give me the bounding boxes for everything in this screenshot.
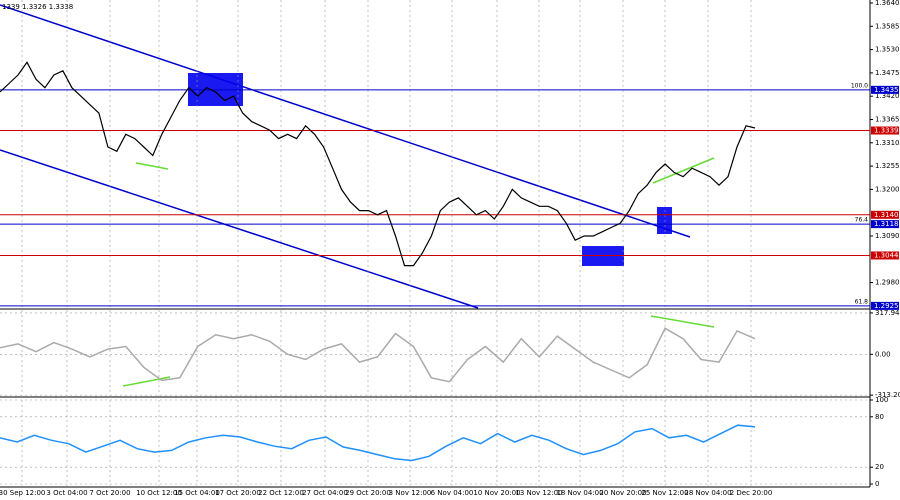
x-tick-label: 18 Nov 04:00 — [556, 489, 603, 497]
x-tick-label: 3 Oct 04:00 — [46, 489, 87, 497]
data-line — [0, 61, 756, 267]
data-line — [0, 424, 756, 462]
x-tick-label: 6 Nov 04:00 — [431, 489, 474, 497]
level-label: 1.3118 — [874, 220, 899, 228]
x-tick-label: 17 Oct 20:00 — [215, 489, 261, 497]
x-tick-label: 10 Nov 20:00 — [473, 489, 520, 497]
x-tick-label: 15 Oct 04:00 — [174, 489, 220, 497]
data-line — [0, 327, 756, 383]
y-tick-label: 1.3420 — [875, 92, 900, 100]
x-tick-label: 7 Oct 20:00 — [89, 489, 130, 497]
zone-box — [657, 207, 672, 234]
level-label: 1.3140 — [874, 211, 899, 219]
y-tick-label: 1.3585 — [875, 22, 900, 30]
x-tick-label: 22 Oct 12:00 — [258, 489, 304, 497]
y-tick-label: 317.9471 — [875, 309, 900, 317]
x-tick-label: 2 Dec 20:00 — [730, 489, 773, 497]
level-label: 1.3435 — [874, 86, 899, 94]
y-tick-label: 1.3255 — [875, 162, 900, 170]
y-tick-label: 1.3640 — [875, 0, 900, 7]
divergence-line — [650, 315, 715, 328]
level-label: 1.3044 — [874, 251, 899, 259]
level-label-bg — [871, 85, 899, 94]
level-label-bg — [871, 220, 899, 229]
y-tick-label: -313.204 — [875, 391, 900, 399]
channel-line — [0, 149, 479, 309]
y-tick-label: 1.3310 — [875, 139, 900, 147]
x-tick-label: 13 Nov 12:00 — [515, 489, 562, 497]
level-label: 1.2925 — [874, 302, 899, 310]
x-tick-label: 27 Oct 04:00 — [302, 489, 348, 497]
x-tick-label: 29 Oct 20:00 — [345, 489, 391, 497]
y-tick-label: 100 — [875, 396, 888, 404]
y-tick-label: 20 — [875, 463, 884, 471]
x-tick-label: 25 Nov 12:00 — [641, 489, 688, 497]
divergence-line — [652, 157, 715, 184]
level-label-bg — [871, 210, 899, 219]
x-tick-label: 30 Sep 12:00 — [0, 489, 45, 497]
divergence-line — [122, 376, 171, 387]
x-tick-label: 20 Nov 20:00 — [599, 489, 646, 497]
fib-label: 100.0 — [851, 82, 868, 89]
level-label-bg — [871, 126, 899, 135]
level-label: 1.3339 — [874, 127, 899, 135]
x-tick-label: 28 Nov 04:00 — [684, 489, 731, 497]
fib-label: 76.4 — [855, 217, 869, 224]
fib-label: 61.8 — [855, 298, 869, 305]
y-tick-label: 1.2980 — [875, 279, 900, 287]
level-label-bg — [871, 301, 899, 310]
x-tick-label: 10 Oct 12:00 — [136, 489, 182, 497]
y-tick-label: 0.00 — [875, 350, 891, 358]
y-tick-label: 80 — [875, 413, 884, 421]
x-tick-label: 3 Nov 12:00 — [389, 489, 432, 497]
y-tick-label: 1.3530 — [875, 46, 900, 54]
y-tick-label: 1.3090 — [875, 232, 900, 240]
header-text: 1339 1.3326 1.3338 — [2, 3, 73, 11]
divergence-line — [135, 162, 169, 170]
level-label-bg — [871, 251, 899, 260]
y-tick-label: 1.3200 — [875, 185, 900, 193]
y-tick-label: 0 — [875, 480, 879, 488]
y-tick-label: 1.3365 — [875, 115, 900, 123]
y-tick-label: 1.3475 — [875, 69, 900, 77]
zone-box — [582, 246, 624, 266]
channel-line — [0, 4, 691, 238]
